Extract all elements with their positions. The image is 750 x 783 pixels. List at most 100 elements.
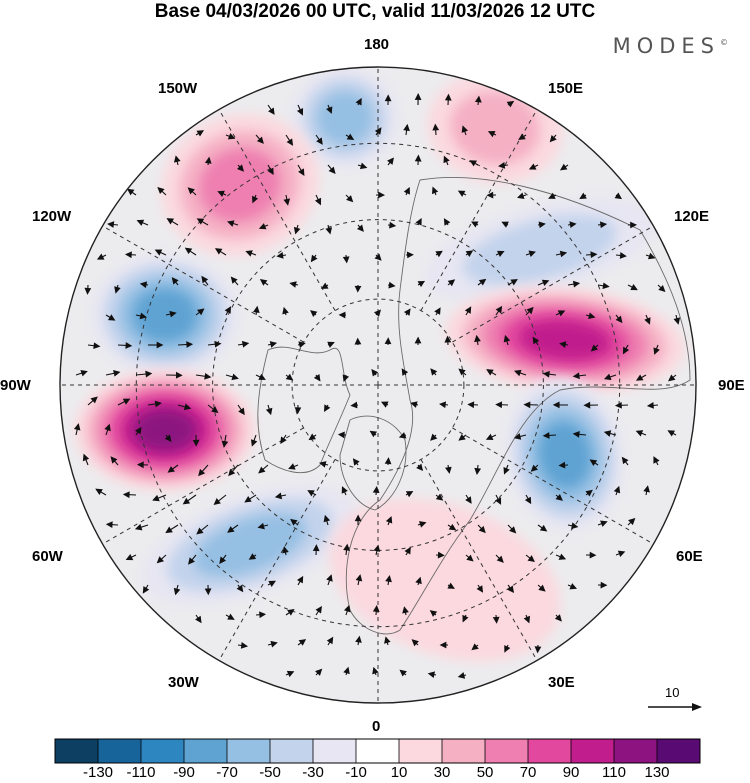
wind-arrow-head	[253, 305, 260, 313]
colorbar-tick-label: -30	[302, 764, 324, 781]
wind-arrow-head	[429, 610, 438, 617]
colorbar-swatch	[98, 739, 142, 763]
wind-arrow-head	[417, 280, 426, 288]
wind-arrow-head	[532, 336, 540, 345]
wind-arrow-head	[152, 494, 160, 502]
wind-arrow-head	[588, 312, 596, 320]
anomaly-europe-positive	[329, 498, 561, 662]
wind-arrow-head	[628, 517, 636, 526]
wind-arrow-head	[313, 374, 321, 382]
wind-arrow-head	[466, 554, 474, 562]
wind-arrow-head	[196, 130, 205, 137]
wind-arrow-head	[467, 401, 475, 409]
wind-arrow-head	[343, 543, 350, 551]
anomaly-contour	[132, 288, 198, 342]
anomaly-hudson-positive	[75, 370, 255, 490]
label-lon-30e: 30E	[548, 674, 575, 691]
colorbar-swatch	[55, 739, 99, 763]
parallel-line	[291, 298, 465, 472]
wind-arrow-head	[419, 521, 427, 528]
wind-arrow-head	[198, 468, 206, 477]
wind-arrow-head	[478, 525, 486, 534]
wind-arrow-head	[114, 286, 121, 294]
meridian-line	[102, 427, 304, 545]
wind-arrow-head	[241, 340, 250, 348]
wind-arrow-head	[501, 221, 509, 228]
wind-arrow-head	[327, 341, 335, 348]
wind-arrow-head	[227, 613, 235, 620]
wind-arrow-head	[188, 557, 195, 565]
wind-arrow-head	[673, 317, 681, 325]
wind-arrow-head	[73, 423, 81, 431]
wind-arrow-head	[622, 346, 630, 355]
wind-arrow-head	[204, 372, 212, 380]
map-title: Base 04/03/2026 00 UTC, valid 11/03/2026…	[154, 1, 596, 22]
wind-arrow-head	[90, 396, 98, 404]
wind-arrow-head	[621, 456, 629, 465]
wind-arrow-head	[268, 107, 275, 115]
wind-arrow-head	[328, 166, 336, 174]
meridian-line	[218, 459, 336, 661]
wind-arrow-head	[653, 456, 660, 464]
wind-arrow-head	[443, 155, 450, 164]
wind-arrow-head	[443, 218, 451, 226]
wind-arrow-head	[110, 456, 118, 464]
wind-arrow-head	[668, 374, 676, 382]
wind-arrow-head	[559, 250, 568, 258]
wind-arrow-head	[343, 666, 350, 675]
wind-arrow-head	[405, 491, 414, 498]
wind-arrow-head	[125, 342, 133, 349]
wind-arrow-head	[173, 587, 181, 596]
wind-arrow-head	[552, 401, 560, 409]
anomaly-central-asia-positive	[445, 287, 685, 393]
wind-arrow-head	[427, 671, 436, 678]
wind-arrow-head	[600, 581, 608, 589]
wind-arrow-head	[139, 312, 147, 320]
wind-arrow-head	[227, 220, 235, 227]
wind-arrow-head	[528, 250, 536, 258]
wind-arrow-head	[124, 251, 132, 259]
colorbar-swatch	[141, 739, 185, 763]
wind-arrow-head	[183, 403, 192, 411]
wind-arrow-head	[599, 221, 608, 229]
wind-arrow-head	[217, 190, 225, 198]
wind-arrow-head	[283, 198, 291, 206]
wind-arrow-head	[384, 337, 392, 345]
wind-arrow-head	[635, 374, 644, 381]
colorbar-tick-label: 90	[562, 764, 580, 781]
wind-arrow-head	[539, 524, 548, 532]
wind-arrow-head	[572, 372, 580, 380]
wind-arrow-head	[355, 635, 362, 643]
wind-arrow-head	[201, 275, 209, 284]
wind-arrow-head	[504, 645, 511, 653]
wind-arrow-head	[404, 546, 411, 555]
wind-arrow-head	[326, 574, 333, 582]
wind-arrow-head	[603, 373, 612, 381]
wind-arrow-head	[430, 433, 438, 441]
wind-arrow-head	[569, 221, 577, 229]
wind-arrow-head	[372, 604, 380, 613]
wind-arrow-head	[457, 672, 466, 679]
wind-arrow-head	[359, 162, 368, 170]
wind-arrow-head	[307, 490, 315, 497]
wind-arrow-head	[373, 544, 381, 552]
wind-arrow-head	[214, 340, 222, 348]
wind-arrow-head	[296, 108, 304, 116]
wind-arrow-head	[145, 370, 153, 378]
colorbar-tick-label: -50	[259, 764, 281, 781]
wind-arrow-head	[165, 526, 173, 534]
wind-arrow-head	[230, 276, 238, 284]
wind-arrow-head	[415, 218, 422, 226]
label-lon-150w: 150W	[158, 80, 198, 97]
wind-arrow-head	[298, 168, 305, 176]
anomaly-gulf-of-alaska-blue-north	[290, 67, 400, 170]
wind-arrow-head	[465, 250, 474, 257]
wind-arrow-head	[538, 584, 546, 592]
wind-arrow-head	[166, 218, 175, 225]
wind-arrow-head	[175, 371, 183, 379]
colorbar-tick-label: 70	[519, 764, 537, 781]
wind-arrow-head	[316, 137, 323, 145]
wind-arrow-head	[478, 278, 487, 286]
wind-arrow-head	[268, 580, 276, 587]
wind-arrow-head	[406, 251, 414, 259]
